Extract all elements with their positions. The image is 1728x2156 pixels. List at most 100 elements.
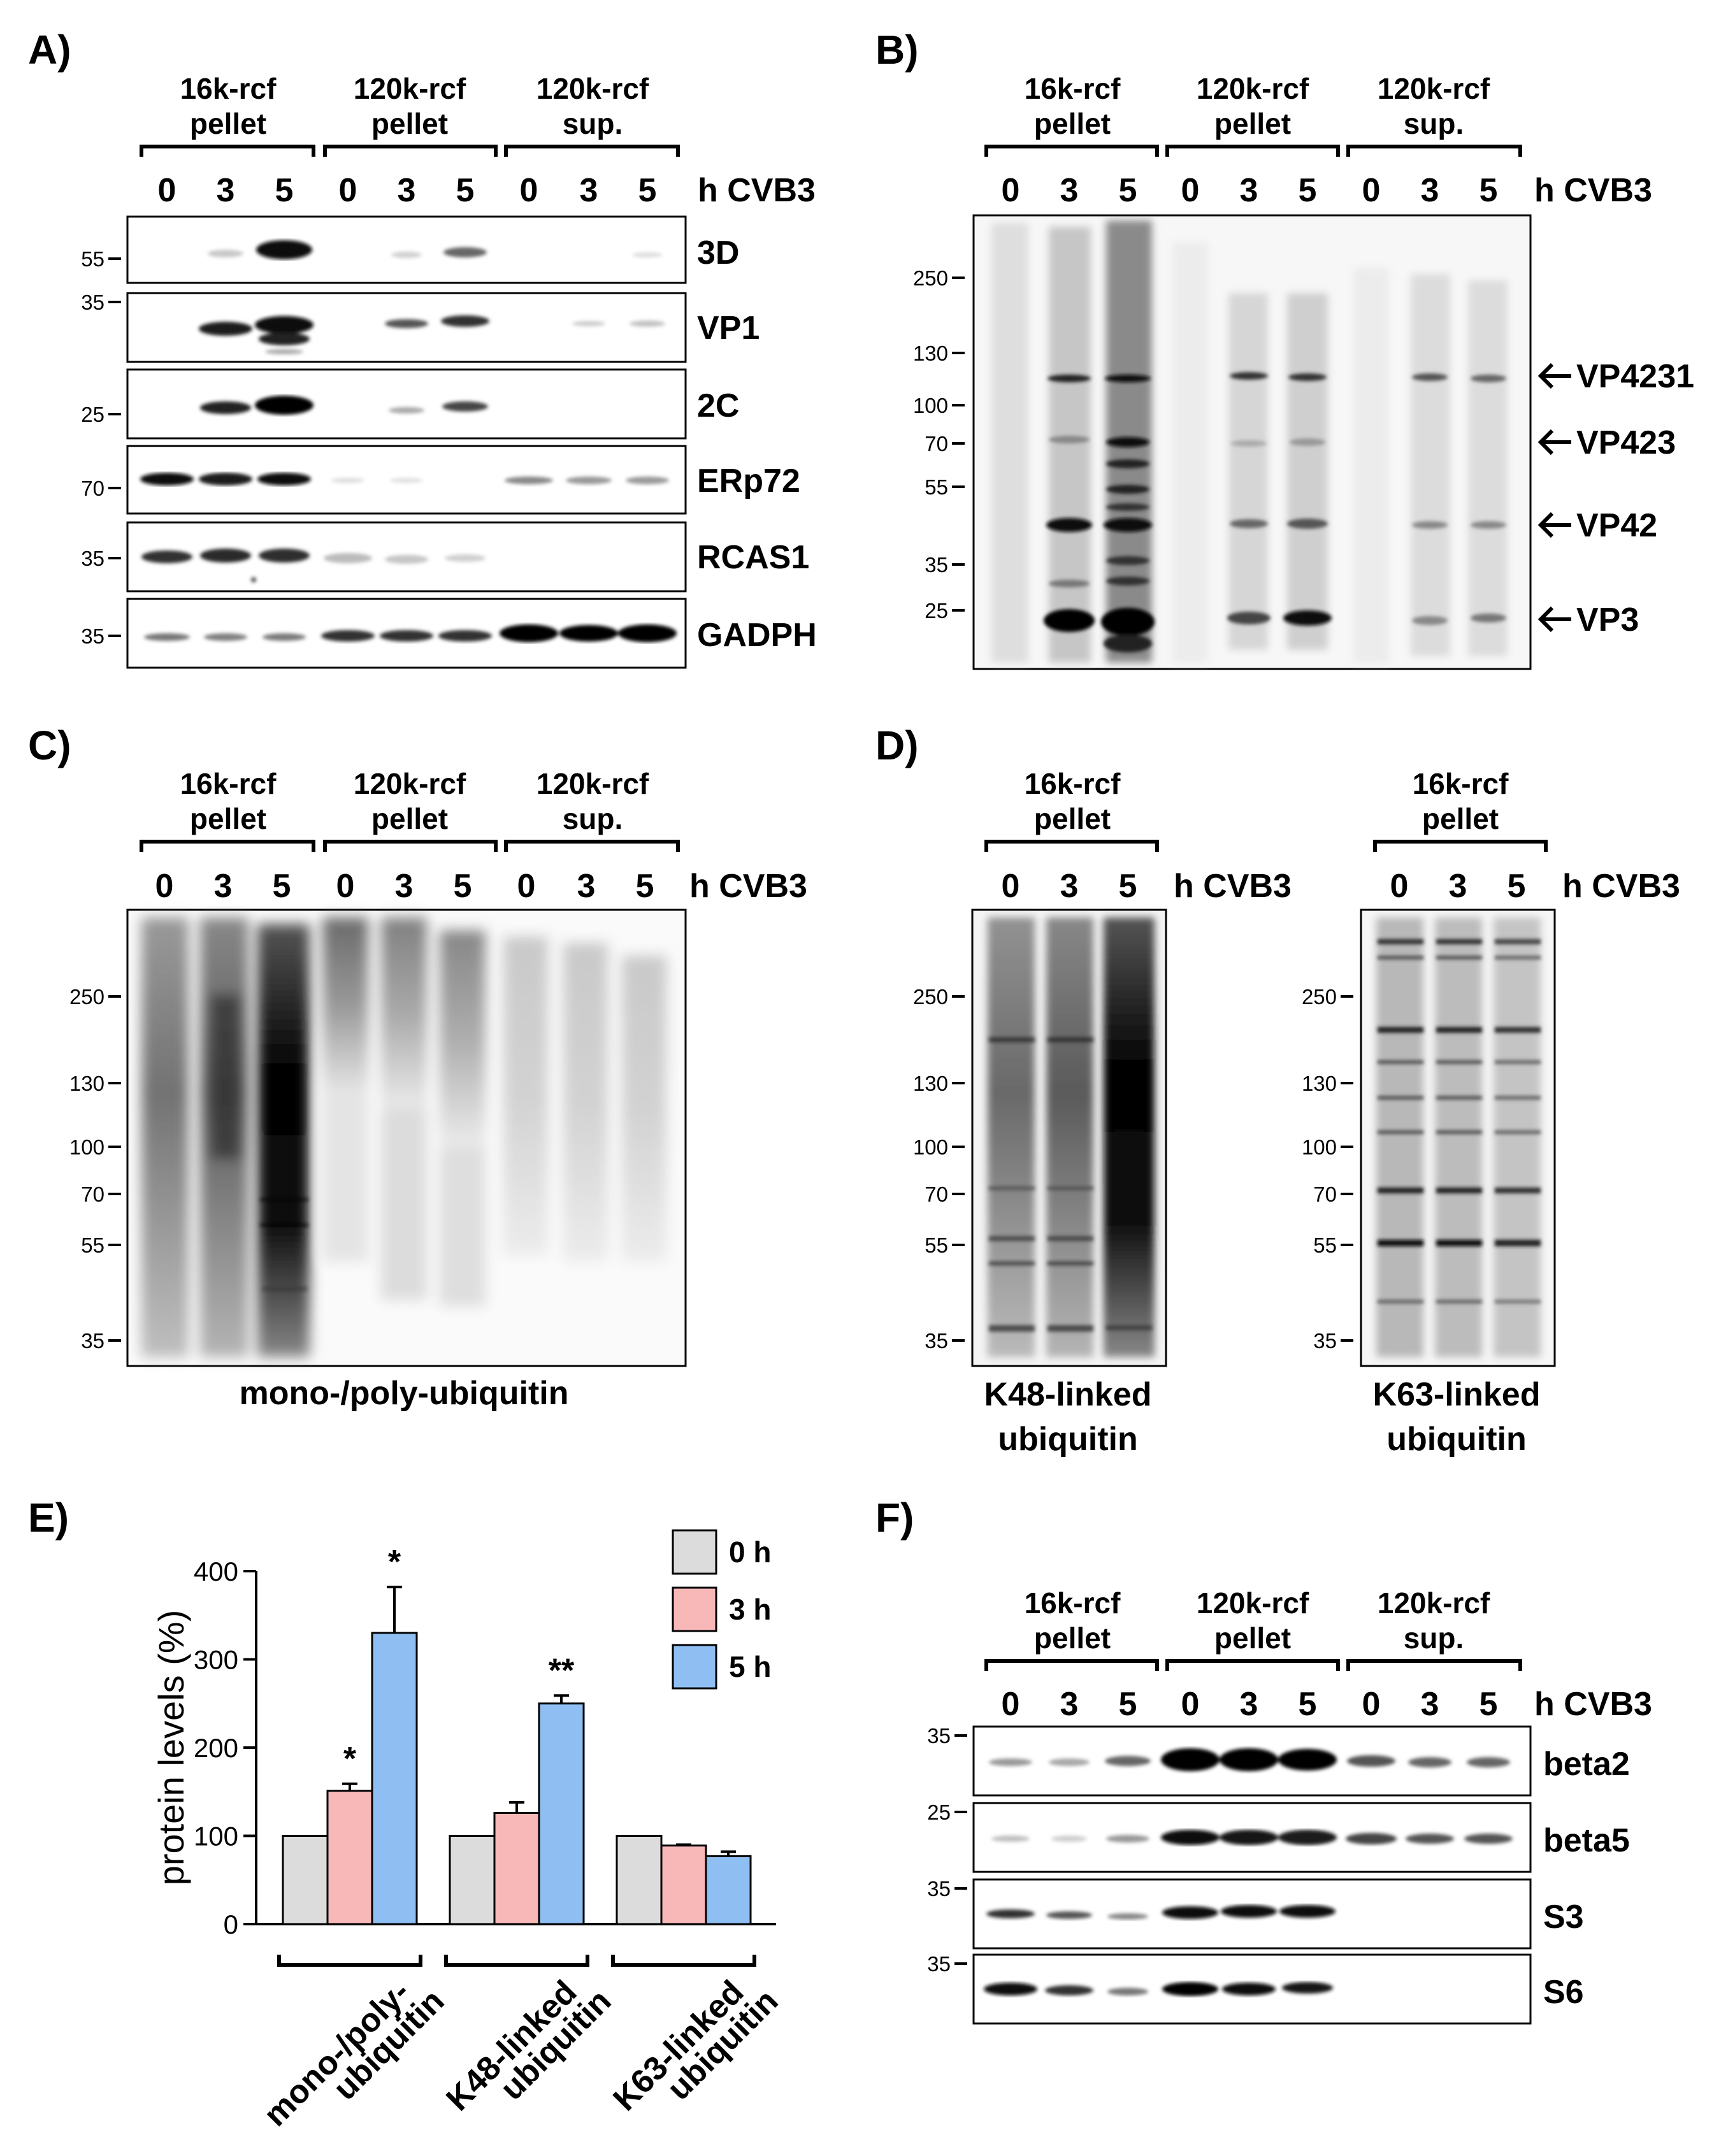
group-label: 120k-rcf (1378, 72, 1490, 105)
group-label: 16k-rcf (1025, 72, 1121, 105)
lane-label: 0 (1002, 1686, 1020, 1723)
legend-label: 5 h (729, 1650, 771, 1683)
group-label: pellet (1214, 107, 1291, 140)
significance-marker: ** (549, 1652, 575, 1689)
panel-b: B) 16k-rcf pellet 120k-rcf pellet 120k-r… (875, 27, 1694, 670)
mw-marker: 100 (69, 1135, 104, 1159)
group-label: sup. (563, 107, 623, 140)
lane-label: 5 (1299, 172, 1317, 209)
band-label: VP3 (1576, 601, 1639, 638)
lane-label: 0 (1390, 868, 1409, 905)
lane-label: 0 (155, 868, 174, 905)
panel-a-label: A) (28, 27, 71, 73)
legend-label: 3 h (729, 1593, 771, 1626)
blot-bands (1044, 372, 1506, 652)
band-label: VP423 (1576, 424, 1676, 461)
lane-label: 5 (275, 172, 294, 209)
lane-label: 0 (1362, 1686, 1381, 1723)
lane-label: 3 (398, 172, 416, 209)
panel-b-label: B) (875, 27, 919, 73)
lane-label: 3 (1240, 1686, 1258, 1723)
mw-marker: 100 (1302, 1135, 1337, 1159)
blot-bands (989, 1037, 1152, 1332)
group-bracket (984, 840, 1159, 852)
group-label: 120k-rcf (536, 72, 649, 105)
y-tick-label: 100 (194, 1822, 238, 1851)
group-label: 16k-rcf (1413, 767, 1509, 800)
group-label: sup. (1404, 1621, 1464, 1655)
category-bracket (611, 1955, 756, 1967)
bar (371, 1632, 418, 1925)
group-bracket (140, 840, 680, 852)
panel-e-label: E) (28, 1495, 69, 1541)
mw-marker: 130 (913, 1072, 948, 1095)
bar (282, 1835, 329, 1925)
lane-label: 5 (1480, 172, 1498, 209)
lane-label: 0 (339, 172, 357, 209)
mw-marker: 70 (925, 432, 948, 456)
mw-marker: 35 (927, 1724, 951, 1748)
band-label: VP4231 (1576, 358, 1694, 395)
blot-caption: mono-/poly-ubiquitin (240, 1375, 569, 1412)
legend-swatch (672, 1586, 717, 1632)
group-label: 120k-rcf (354, 72, 466, 105)
group-bracket (984, 145, 1522, 157)
lane-label: 3 (395, 868, 414, 905)
lane-label: 3 (1421, 1686, 1439, 1723)
mw-marker: 250 (1302, 985, 1337, 1009)
lane-label: 5 (1480, 1686, 1498, 1723)
mw-marker: 250 (913, 266, 948, 290)
group-bracket (1373, 840, 1548, 852)
lane-label: 5 (636, 868, 654, 905)
mw-marker: 35 (925, 1329, 948, 1353)
lane-label: 0 (336, 868, 355, 905)
group-label: pellet (1034, 107, 1111, 140)
group-label: sup. (563, 802, 623, 835)
bar (616, 1835, 663, 1925)
lane-label: 0 (520, 172, 538, 209)
blot-bands (208, 240, 663, 259)
mw-marker: 25 (927, 1800, 951, 1824)
band-arrows (1537, 363, 1571, 633)
group-label: 120k-rcf (354, 767, 466, 800)
panel-d: D) 16k-rcf pellet 0 3 5 h CVB3 250 (875, 722, 1680, 1458)
lane-label: 5 (1299, 1686, 1317, 1723)
group-label: 120k-rcf (1197, 1586, 1309, 1620)
blot-label: ERp72 (697, 463, 800, 499)
lane-label: 3 (1060, 1686, 1079, 1723)
lane-label: 3 (577, 868, 596, 905)
mw-marker: 250 (69, 985, 104, 1009)
group-bracket (140, 145, 680, 157)
lane-label: 5 (456, 172, 475, 209)
panel-c-label: C) (28, 722, 71, 768)
legend-swatch (672, 1644, 717, 1690)
group-label: 16k-rcf (1025, 767, 1121, 800)
group-label: sup. (1404, 107, 1464, 140)
lane-label: 3 (1060, 868, 1079, 905)
lane-label: 0 (517, 868, 536, 905)
mw-marker: 100 (913, 394, 948, 417)
mw-marker: 55 (925, 1233, 948, 1257)
mw-marker: 100 (913, 1135, 948, 1159)
group-label: 16k-rcf (1025, 1586, 1121, 1620)
y-axis-title: protein levels (%) (151, 1610, 191, 1886)
mw-marker: 55 (81, 1233, 104, 1257)
lane-label: 3 (1060, 172, 1079, 209)
lane-label: 0 (158, 172, 176, 209)
time-label: h CVB3 (1562, 868, 1680, 905)
lane-label: 0 (1181, 172, 1200, 209)
blot-label: GADPH (697, 617, 817, 654)
lane-label: 5 (1119, 868, 1137, 905)
blot-label: S6 (1543, 1974, 1584, 2011)
lane-label: 3 (217, 172, 235, 209)
group-label: 16k-rcf (180, 72, 277, 105)
time-label: h CVB3 (689, 868, 807, 905)
mw-marker: 70 (925, 1182, 948, 1206)
group-label: 16k-rcf (180, 767, 277, 800)
blot-bands (1378, 939, 1541, 1304)
bar (449, 1835, 496, 1925)
panel-a: A) 16k-rcf pellet 120k-rcf pellet 120k-r… (28, 27, 817, 669)
